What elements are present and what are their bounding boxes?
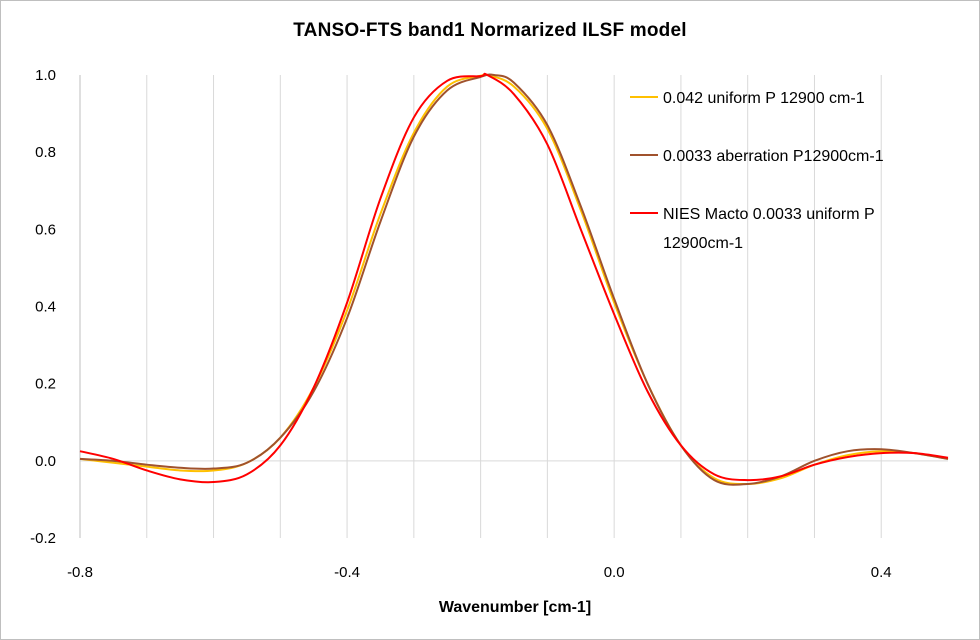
y-tick-label: 0.6 (35, 221, 56, 238)
x-tick-label: 0.4 (871, 564, 892, 581)
series-line-1 (79, 72, 949, 485)
y-tick-label: 0.8 (35, 144, 56, 161)
x-tick-labels: -0.8 -0.4 0.0 0.4 (67, 564, 892, 581)
legend-label-1: 0.042 uniform P 12900 cm-1 (663, 90, 865, 107)
y-tick-labels: -0.2 0.0 0.2 0.4 0.6 0.8 1.0 (30, 67, 56, 547)
y-tick-label: 0.2 (35, 376, 56, 393)
x-tick-label: -0.8 (67, 564, 93, 581)
series-lines (79, 72, 949, 486)
y-tick-label: -0.2 (30, 530, 56, 547)
legend-label-2: 0.0033 aberration P12900cm-1 (663, 148, 884, 165)
legend-label-3: NIES Macto 0.0033 uniform P 12900cm-1 (663, 206, 875, 252)
series-line-2 (79, 73, 949, 486)
x-tick-label: 0.0 (604, 564, 625, 581)
x-axis-title: Wavenumber [cm-1] (439, 599, 591, 616)
series-line-3 (79, 72, 949, 484)
y-tick-label: 0.0 (35, 453, 56, 470)
chart-title: TANSO-FTS band1 Normarized ILSF model (293, 20, 687, 41)
y-tick-label: 0.4 (35, 299, 56, 316)
x-tick-label: -0.4 (334, 564, 360, 581)
axes (79, 75, 948, 538)
y-tick-label: 1.0 (35, 67, 56, 84)
legend: 0.042 uniform P 12900 cm-1 0.0033 aberrat… (630, 90, 884, 252)
